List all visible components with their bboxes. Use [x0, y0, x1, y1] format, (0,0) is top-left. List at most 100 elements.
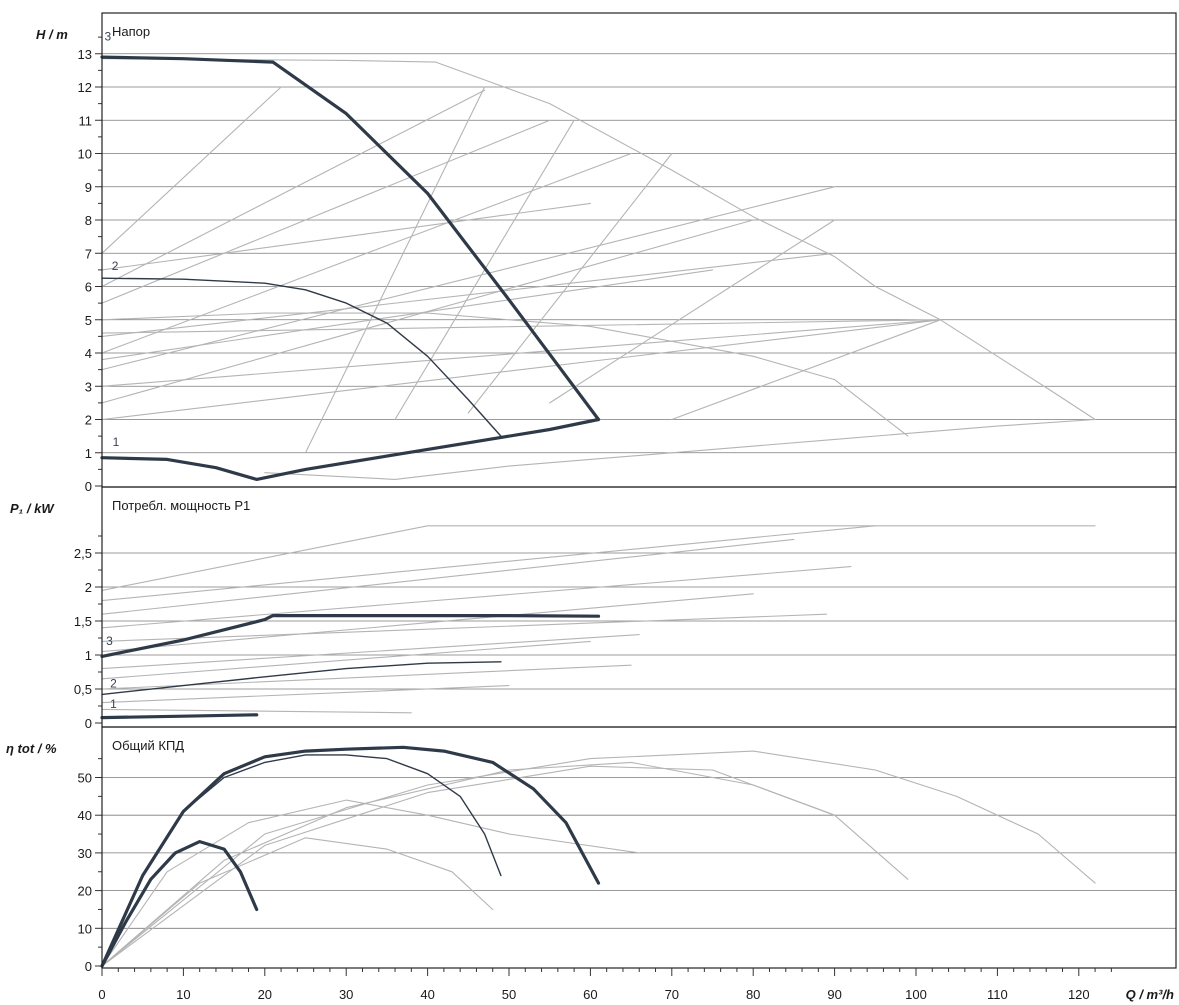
secondary-curve-power-13	[101, 708, 412, 714]
curve-number-label: 1	[113, 435, 120, 449]
panel-frame-head	[101, 12, 1177, 488]
y-tick-label: 12	[78, 80, 92, 95]
thin-curve-power-1	[101, 661, 502, 696]
panel-title-power: Потребл. мощность P1	[112, 498, 250, 513]
secondary-curve-head-3	[101, 58, 1096, 421]
bold-curve-head-0	[100, 55, 601, 422]
bold-curve-power-2	[100, 713, 259, 720]
curve-number-label: 3	[106, 634, 113, 648]
y-tick-label: 3	[85, 379, 92, 394]
y-tick-label: 11	[79, 113, 93, 128]
y-tick-label: 1	[85, 446, 92, 461]
secondary-curve-efficiency-6	[101, 837, 494, 967]
x-tick-label: 60	[583, 987, 597, 1002]
y-tick-label: 0	[85, 716, 92, 731]
panel-title-head: Напор	[112, 24, 150, 39]
y-axis-label-efficiency: η tot / %	[6, 741, 57, 756]
x-tick-label: 100	[905, 987, 927, 1002]
light-curves-layer	[101, 58, 1096, 967]
secondary-curve-power-10	[101, 640, 591, 680]
secondary-curve-power-8	[101, 593, 754, 653]
secondary-curve-head-7	[101, 319, 941, 387]
secondary-curve-head-9	[101, 186, 836, 371]
x-tick-label: 120	[1068, 987, 1090, 1002]
secondary-curve-head-16	[101, 252, 836, 337]
y-axis-label-power: P₁ / kW	[10, 501, 55, 516]
secondary-curve-head-17	[101, 269, 714, 361]
curve-number-label: 3	[104, 29, 111, 43]
x-tick-label: 70	[665, 987, 679, 1002]
y-tick-label: 0	[85, 959, 92, 974]
x-tick-label: 80	[746, 987, 760, 1002]
x-tick-label: 20	[258, 987, 272, 1002]
x-tick-label: 90	[827, 987, 841, 1002]
frame-layer	[95, 12, 1177, 976]
secondary-curve-head-22	[671, 319, 941, 421]
curve-number-label: 2	[110, 677, 117, 691]
secondary-curve-efficiency-5	[101, 761, 836, 967]
secondary-curve-head-5	[264, 418, 1096, 480]
x-axis-label: Q / m³/h	[1126, 987, 1174, 1002]
secondary-curve-power-5	[101, 538, 795, 615]
y-tick-label: 2	[85, 413, 92, 428]
secondary-curve-power-9	[101, 634, 640, 670]
thin-curve-efficiency-1	[101, 754, 502, 967]
x-tick-label: 110	[987, 987, 1008, 1002]
y-tick-label: 5	[85, 313, 92, 328]
secondary-curve-power-3	[101, 525, 1096, 591]
secondary-curve-efficiency-3	[101, 750, 1096, 967]
curve-number-label: 2	[112, 259, 119, 273]
bold-curve-power-0	[100, 614, 601, 658]
y-tick-label: 4	[85, 346, 92, 361]
y-tick-label: 2,5	[74, 546, 92, 561]
secondary-curve-power-6	[101, 566, 852, 629]
curve-number-label: 1	[110, 697, 117, 711]
secondary-curve-head-6	[101, 319, 941, 334]
x-tick-label: 30	[339, 987, 353, 1002]
y-tick-label: 13	[78, 47, 92, 62]
secondary-curve-head-21	[549, 219, 836, 404]
x-tick-label: 40	[420, 987, 434, 1002]
secondary-curve-head-15	[101, 202, 591, 271]
secondary-curve-power-7	[101, 613, 828, 642]
x-tick-label: 50	[502, 987, 516, 1002]
y-tick-label: 20	[78, 884, 92, 899]
x-tick-label: 0	[98, 987, 105, 1002]
secondary-curve-head-20	[467, 152, 673, 414]
panel-frame-power	[101, 486, 1177, 728]
y-tick-label: 10	[78, 921, 92, 936]
y-tick-label: 9	[85, 180, 92, 195]
y-tick-label: 1,5	[74, 614, 92, 629]
y-tick-label: 30	[78, 846, 92, 861]
y-tick-label: 2	[85, 580, 92, 595]
secondary-curve-head-14	[101, 86, 282, 254]
x-tick-label: 10	[176, 987, 190, 1002]
secondary-curve-efficiency-4	[101, 765, 909, 967]
secondary-curve-head-18	[304, 86, 486, 454]
secondary-curve-head-13	[101, 89, 486, 288]
secondary-curve-head-4	[101, 312, 909, 437]
secondary-curve-efficiency-7	[101, 799, 640, 967]
secondary-curve-power-4	[101, 525, 876, 602]
secondary-curve-head-8	[101, 319, 941, 421]
main-curves-layer	[100, 55, 601, 968]
y-tick-label: 7	[85, 246, 92, 261]
y-tick-label: 8	[85, 213, 92, 228]
y-tick-label: 6	[85, 280, 92, 295]
panel-title-efficiency: Общий КПД	[112, 738, 184, 753]
secondary-curve-power-12	[101, 685, 510, 704]
y-tick-label: 0	[85, 479, 92, 494]
y-tick-label: 40	[78, 808, 92, 823]
grid-layer	[102, 53, 1176, 929]
y-tick-label: 50	[78, 771, 92, 786]
y-tick-label: 1	[85, 648, 92, 663]
secondary-curve-head-12	[101, 119, 551, 304]
bold-curve-head-1	[100, 417, 601, 481]
y-tick-label: 0,5	[74, 682, 92, 697]
bold-curve-efficiency-0	[100, 745, 601, 968]
y-axis-label-head: H / m	[36, 27, 68, 42]
bold-curve-efficiency-2	[100, 840, 259, 968]
thin-curve-head-2	[101, 277, 502, 437]
